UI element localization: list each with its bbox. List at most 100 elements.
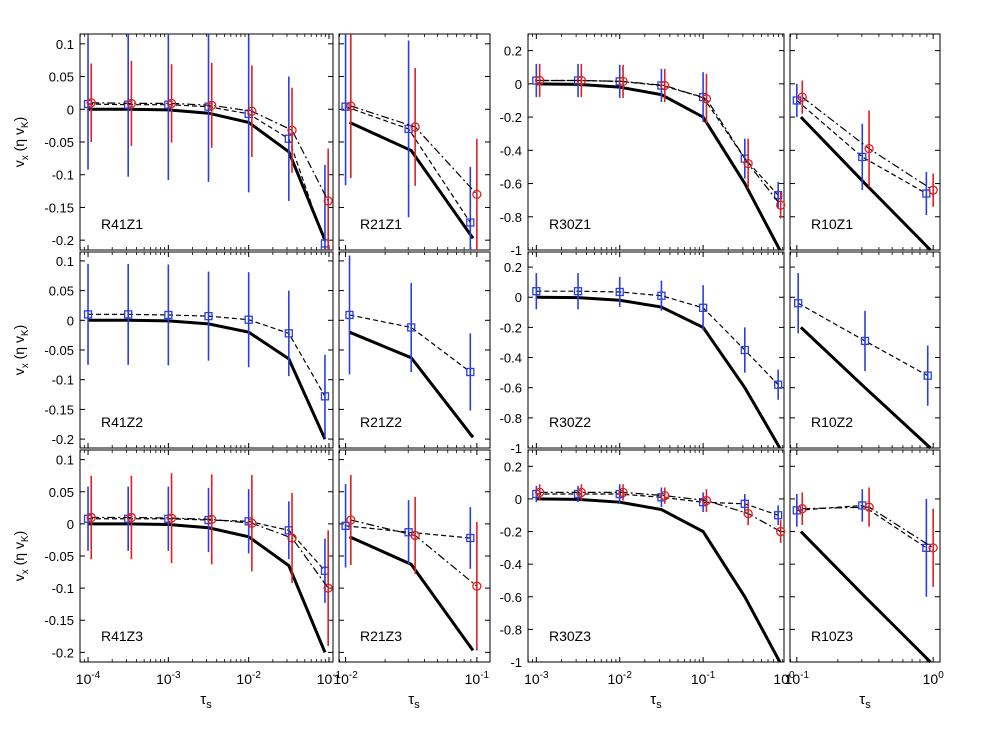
panel-label: R30Z3 [549, 628, 591, 644]
panel-label: R21Z1 [360, 216, 402, 232]
y-tick-label: -0.1 [52, 168, 74, 183]
x-tick-label: 10-3 [524, 670, 549, 687]
y-tick-label: -0.8 [500, 411, 522, 426]
y-tick-label: -0.8 [500, 210, 522, 225]
x-tick-label: 10-1 [785, 670, 810, 687]
red-series-point [287, 125, 297, 135]
red-series-point [576, 487, 587, 498]
y-tick-label: 0.05 [49, 70, 74, 85]
red-series-point [472, 189, 482, 200]
x-tick-label: 100 [923, 670, 945, 687]
y-tick-label: -1 [510, 243, 522, 258]
blue-series-point [860, 336, 870, 346]
y-tick-label: 0.1 [56, 453, 74, 468]
blue-series-point [573, 287, 583, 296]
y-tick-label: -0.2 [52, 233, 74, 248]
blue-series-line [345, 525, 471, 539]
panel-label: R30Z2 [549, 414, 591, 430]
model-line-solid [799, 116, 932, 252]
y-tick-label: -0.2 [500, 320, 522, 335]
red-series-point [618, 76, 628, 87]
blue-series-line [349, 314, 471, 373]
panel-frame [789, 33, 941, 251]
panel-label: R41Z2 [101, 414, 143, 430]
x-axis-label: τs [650, 691, 662, 711]
y-tick-label: -0.6 [500, 590, 522, 605]
model-line-solid [348, 535, 475, 652]
y-tick-label: -1 [510, 655, 522, 670]
blue-series-point [698, 303, 708, 312]
y-tick-label: -0.1 [52, 373, 74, 388]
red-series-point [701, 495, 712, 506]
panel-r41z3: 0.1 0.05 0 -0.05 -0.1 -0.15 -0.210-4 10-3 10-2 10… [44, 449, 342, 687]
blue-series-point [615, 287, 624, 297]
red-series-point [346, 101, 356, 111]
red-series-point [660, 491, 670, 501]
y-tick-label: 0.1 [56, 254, 74, 269]
red-series-point [247, 106, 257, 116]
red-series-point [535, 487, 545, 498]
x-tick-label: 10-1 [691, 670, 716, 687]
y-tick-label: -0.15 [44, 402, 74, 417]
panel-label: R10Z3 [811, 628, 853, 644]
y-tick-label: -0.05 [44, 343, 74, 358]
blue-series-point [774, 191, 783, 200]
red-series-line [801, 96, 934, 191]
red-series-point [864, 143, 874, 154]
red-series-point [701, 94, 712, 104]
blue-series-point [124, 310, 133, 319]
y-tick-label: -0.8 [500, 622, 522, 637]
y-tick-label: 0 [67, 102, 74, 117]
y-tick-label: 0.05 [49, 284, 74, 299]
x-tick-label: 10-2 [333, 670, 358, 687]
blue-series-point [740, 345, 749, 355]
y-tick-label: 0 [515, 492, 522, 507]
y-tick-label: 0 [515, 290, 522, 305]
blue-series-point [341, 102, 350, 111]
blue-series-point [657, 291, 666, 300]
panel-r21z1: R21Z1 [338, 33, 491, 251]
panel-r21z3: 10-2 10-1 R21Z3 [333, 449, 491, 687]
red-series-point [126, 512, 137, 523]
red-series-point [472, 581, 482, 591]
red-series-point [323, 196, 333, 206]
y-tick-label: -0.6 [500, 177, 522, 192]
y-tick-label: 0.05 [49, 485, 74, 500]
red-series-point [660, 80, 670, 91]
red-series-line [350, 519, 478, 587]
y-axis-label: vx (η vK) [11, 531, 31, 582]
blue-series-point [83, 310, 93, 319]
red-series-point [86, 512, 96, 523]
model-line-solid [799, 326, 932, 450]
panel-frame [789, 251, 941, 449]
y-tick-label: -0.2 [52, 645, 74, 660]
blue-series-point [341, 521, 350, 530]
y-tick-label: 0 [515, 77, 522, 92]
red-series-point [797, 92, 807, 102]
x-tick-label: 10-4 [76, 670, 101, 687]
panel-r30z3: 0.2 0 -0.2 -0.4 -0.6 -0.8 -110-3 10-2 10-1 100 R30… [500, 449, 795, 687]
blue-series-line [797, 302, 929, 377]
red-series-point [346, 515, 356, 525]
blue-series-point [466, 218, 475, 227]
model-line-solid [348, 120, 475, 240]
blue-series-point [320, 392, 330, 401]
y-tick-label: -1 [510, 441, 522, 456]
y-tick-label: 0.2 [504, 44, 522, 59]
panel-frame [527, 449, 785, 663]
y-tick-label: -0.05 [44, 135, 74, 150]
y-tick-label: -0.2 [500, 110, 522, 125]
y-tick-label: 0 [67, 313, 74, 328]
blue-series-point [204, 311, 213, 321]
y-tick-label: 0.2 [504, 459, 522, 474]
y-tick-label: -0.05 [44, 549, 74, 564]
red-series-point [776, 200, 786, 210]
red-series-point [776, 526, 786, 537]
red-series-point [86, 98, 96, 108]
y-tick-label: -0.15 [44, 200, 74, 215]
red-series-point [166, 513, 177, 523]
panel-r10z2: R10Z2 [789, 251, 941, 450]
y-tick-label: -0.2 [52, 432, 74, 447]
blue-series-point [858, 152, 867, 162]
red-series-point [535, 75, 545, 86]
